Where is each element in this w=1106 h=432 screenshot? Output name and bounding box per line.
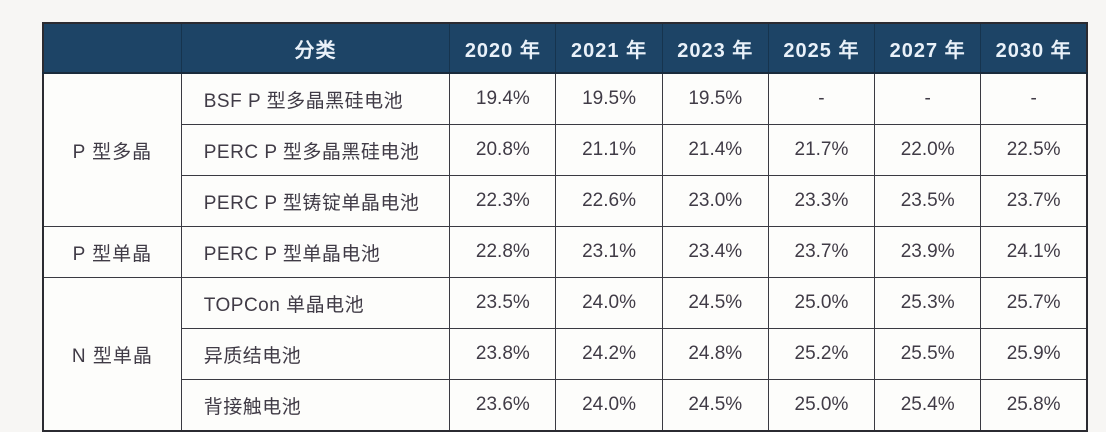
table-row: PERC P 型多晶黑硅电池 20.8% 21.1% 21.4% 21.7% 22.0% 2… (43, 124, 1089, 176)
table-row: N 型单晶 TOPCon 单晶电池 23.5% 24.0% 24.5% 25.0% 25.3… (42, 277, 1089, 432)
header-year-2027: 2027 年 (874, 22, 982, 74)
value-cell: 24.2% (555, 328, 663, 380)
value-cell: 23.7% (767, 226, 876, 278)
table-row: P 型单晶 PERC P 型单晶电池 22.8% 23.1% 23.4% 23.7% 23.… (42, 226, 1089, 278)
value-cell: 25.7% (980, 277, 1089, 329)
table-row: 背接触电池 23.6% 24.0% 24.5% 25.0% 25.4% 25.8% (43, 379, 1089, 432)
value-cell: 22.0% (874, 124, 982, 176)
value-cell: 23.5% (874, 175, 982, 227)
header-year-2025: 2025 年 (767, 22, 876, 74)
group-label-cell: N 型单晶 (42, 277, 182, 432)
value-cell: 20.8% (449, 124, 557, 176)
category-cell: PERC P 型多晶黑硅电池 (180, 124, 451, 176)
header-year-2021: 2021 年 (555, 22, 663, 74)
value-cell: - (874, 72, 982, 125)
value-cell: 23.3% (767, 175, 876, 227)
value-cell: 24.5% (661, 277, 769, 329)
efficiency-table: 分类 2020 年 2021 年 2023 年 2025 年 2027 年 20… (41, 22, 1089, 432)
value-cell: 23.9% (874, 226, 982, 278)
category-cell: PERC P 型单晶电池 (180, 226, 451, 278)
value-cell: 25.5% (874, 328, 982, 380)
value-cell: 23.6% (449, 379, 557, 432)
category-cell: TOPCon 单晶电池 (180, 277, 451, 329)
value-cell: 19.4% (449, 72, 557, 125)
value-cell: 19.5% (661, 72, 769, 125)
header-year-2030: 2030 年 (980, 22, 1089, 74)
value-cell: 21.4% (661, 124, 769, 176)
value-cell: 21.1% (555, 124, 663, 176)
value-cell: 22.6% (555, 175, 663, 227)
efficiency-table-container: 分类 2020 年 2021 年 2023 年 2025 年 2027 年 20… (41, 22, 1089, 432)
value-cell: - (980, 72, 1089, 125)
category-cell: 背接触电池 (180, 379, 451, 432)
value-cell: 23.7% (980, 175, 1089, 227)
value-cell: 25.0% (767, 379, 876, 432)
table-row: PERC P 型铸锭单晶电池 22.3% 22.6% 23.0% 23.3% 23.5% 2… (43, 175, 1089, 227)
value-cell: 23.0% (661, 175, 769, 227)
value-cell: 25.8% (980, 379, 1089, 432)
value-cell: 23.5% (449, 277, 557, 329)
table-row: P 型多晶 BSF P 型多晶黑硅电池 19.4% 19.5% 19.5% - - - (42, 72, 1089, 227)
value-cell: 25.3% (874, 277, 982, 329)
value-cell: 23.4% (661, 226, 769, 278)
value-cell: - (767, 72, 876, 125)
group-label-cell: P 型多晶 (42, 72, 182, 227)
value-cell: 24.8% (661, 328, 769, 380)
value-cell: 22.8% (449, 226, 557, 278)
group-label-cell: P 型单晶 (42, 226, 182, 278)
value-cell: 24.0% (555, 379, 663, 432)
value-cell: 25.0% (767, 277, 876, 329)
value-cell: 24.5% (661, 379, 769, 432)
category-cell: BSF P 型多晶黑硅电池 (180, 72, 451, 125)
header-year-2020: 2020 年 (449, 22, 557, 74)
table-row: 异质结电池 23.8% 24.2% 24.8% 25.2% 25.5% 25.9% (43, 328, 1089, 380)
header-group-cell (41, 22, 182, 74)
value-cell: 25.9% (980, 328, 1089, 380)
value-cell: 25.2% (767, 328, 876, 380)
value-cell: 24.1% (980, 226, 1089, 278)
value-cell: 23.1% (555, 226, 663, 278)
value-cell: 24.0% (555, 277, 663, 329)
category-cell: PERC P 型铸锭单晶电池 (180, 175, 451, 227)
table-body: P 型多晶 BSF P 型多晶黑硅电池 19.4% 19.5% 19.5% - - - PERC… (42, 72, 1089, 432)
value-cell: 22.5% (980, 124, 1089, 176)
value-cell: 22.3% (449, 175, 557, 227)
header-year-2023: 2023 年 (661, 22, 769, 74)
value-cell: 19.5% (555, 72, 663, 125)
header-row: 分类 2020 年 2021 年 2023 年 2025 年 2027 年 20… (41, 22, 1089, 74)
value-cell: 23.8% (449, 328, 557, 380)
value-cell: 21.7% (767, 124, 876, 176)
value-cell: 25.4% (874, 379, 982, 432)
category-cell: 异质结电池 (180, 328, 451, 380)
header-category-cell: 分类 (180, 22, 451, 74)
